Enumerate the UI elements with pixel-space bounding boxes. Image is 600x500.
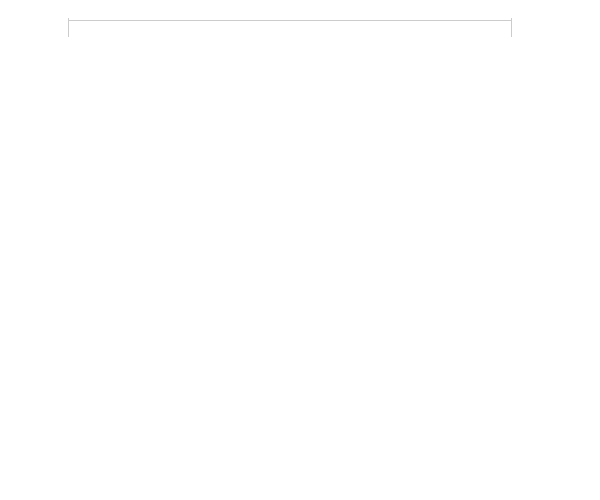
x-axis [69,20,511,37]
plot-area [68,18,512,37]
chart [10,18,590,37]
y-axis-left [22,18,68,37]
y-axis-right [512,18,578,37]
